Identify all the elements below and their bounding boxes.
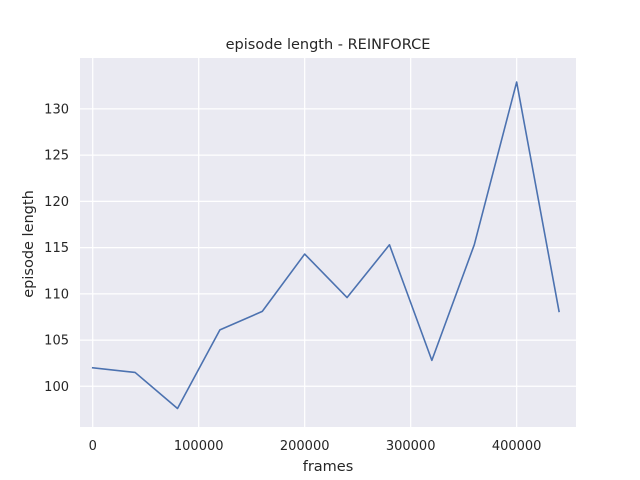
y-tick-label: 110: [44, 287, 69, 302]
y-tick-label: 125: [44, 149, 69, 164]
grid-lines: [80, 58, 576, 427]
y-tick-label: 130: [44, 102, 69, 117]
chart-title: episode length - REINFORCE: [226, 37, 431, 53]
y-tick-label: 100: [44, 380, 69, 395]
x-tick-label: 0: [89, 439, 97, 454]
x-tick-label: 200000: [280, 439, 330, 454]
series-line: [91, 81, 560, 410]
y-axis-ticks: 100 105 110 115 120 125 130: [44, 102, 69, 394]
x-axis-label: frames: [303, 459, 354, 475]
plot-background: [80, 58, 576, 427]
y-tick-label: 105: [44, 334, 69, 349]
x-tick-label: 300000: [386, 439, 436, 454]
series-layer: [91, 81, 560, 410]
x-tick-label: 400000: [492, 439, 542, 454]
x-axis-ticks: 0 100000 200000 300000 400000: [89, 439, 542, 454]
y-tick-label: 115: [44, 241, 69, 256]
x-tick-label: 100000: [174, 439, 224, 454]
y-axis-label: episode length: [21, 190, 37, 298]
y-tick-label: 120: [44, 195, 69, 210]
